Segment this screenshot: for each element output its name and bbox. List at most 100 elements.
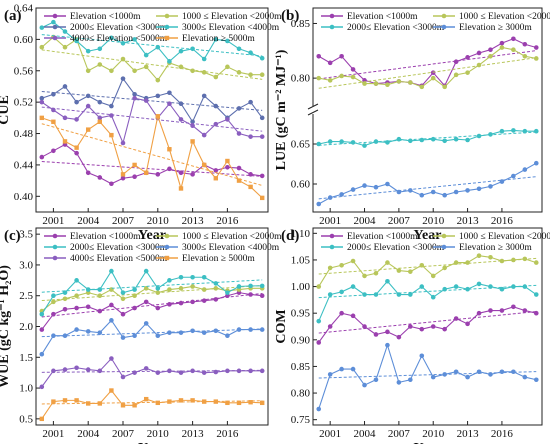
- data-point: [259, 283, 265, 289]
- data-point: [51, 368, 56, 374]
- data-point: [316, 201, 322, 207]
- data-point: [316, 75, 322, 81]
- legend-label: 1000 ≤ Elevation <2000m: [459, 12, 550, 22]
- data-point: [442, 265, 447, 271]
- y-tick-label: 0.56: [14, 65, 34, 77]
- data-point: [327, 195, 333, 200]
- data-point: [396, 268, 402, 273]
- legend-label: Elevation ≥ 5000m: [182, 254, 255, 264]
- data-point: [442, 138, 447, 144]
- data-point: [465, 260, 470, 265]
- x-tick-label: 2007: [112, 428, 135, 440]
- legend-entry: Elevation ≥ 3000m: [433, 243, 532, 253]
- y-tick-label: 0.5: [19, 413, 33, 425]
- data-point: [408, 377, 413, 383]
- x-tick-label: 2007: [388, 215, 411, 227]
- legend-label: Elevation ≥ 3000m: [459, 23, 532, 33]
- trend-line: [318, 50, 537, 80]
- legend-swatch-marker: [52, 244, 58, 250]
- data-point: [373, 270, 379, 276]
- legend-entry: Elevation <1000m: [44, 232, 141, 242]
- data-point: [155, 333, 161, 339]
- series: [316, 304, 539, 345]
- chart-panel: 2001 2004 2007 2010 2013 2016 0.40 0.44 0.48 0.52…: [0, 3, 282, 244]
- y-tick-label: 0.95: [291, 308, 311, 320]
- data-point: [167, 101, 172, 107]
- data-point: [97, 401, 102, 406]
- data-point: [167, 302, 172, 307]
- data-point: [213, 297, 219, 302]
- x-axis-label: Year: [138, 441, 166, 444]
- data-point: [522, 53, 528, 59]
- data-point: [178, 186, 184, 191]
- series-line: [41, 357, 263, 388]
- y-tick-label: 1.0: [19, 383, 33, 395]
- data-point: [132, 37, 137, 42]
- legend-entry: Elevation <1000m: [321, 12, 418, 22]
- legend-swatch-marker: [441, 233, 447, 239]
- data-point: [62, 333, 68, 339]
- series: [39, 142, 265, 187]
- legend-label: 4000≤ Elevation <5000m: [70, 254, 168, 264]
- data-point: [248, 72, 253, 77]
- y-tick-label: 0.80: [291, 73, 311, 85]
- legend-label: 1000 ≤ Elevation <2000m: [182, 12, 282, 22]
- data-point: [201, 287, 207, 292]
- series: [39, 76, 265, 125]
- data-point: [213, 328, 219, 334]
- data-point: [97, 175, 103, 180]
- data-point: [316, 318, 322, 324]
- data-point: [109, 68, 114, 74]
- series: [316, 36, 539, 89]
- data-point: [248, 172, 253, 177]
- data-point: [362, 81, 367, 86]
- data-point: [190, 139, 195, 144]
- data-point: [213, 103, 219, 109]
- data-point: [39, 95, 45, 101]
- legend-label: Elevation <1000m: [347, 232, 418, 242]
- data-point: [51, 119, 56, 124]
- data-point: [39, 25, 45, 30]
- data-point: [327, 139, 333, 144]
- data-point: [430, 273, 436, 279]
- legend-entry: 2000≤ Elevation <3000m: [321, 23, 445, 33]
- data-point: [178, 300, 184, 306]
- x-tick-label: 2013: [182, 428, 205, 440]
- data-point: [362, 292, 367, 297]
- data-point: [155, 370, 161, 375]
- panel-tag: (a): [4, 8, 22, 24]
- x-tick-label: 2001: [319, 215, 341, 227]
- data-point: [178, 101, 184, 107]
- legend-label: 1000 ≤ Elevation <2000m: [182, 232, 282, 242]
- data-point: [442, 192, 447, 198]
- data-point: [85, 103, 91, 109]
- data-point: [408, 188, 413, 193]
- data-point: [109, 103, 114, 109]
- data-point: [155, 305, 161, 311]
- legend-label: 2000≤ Elevation <3000m: [347, 243, 445, 253]
- x-tick-label: 2010: [422, 215, 445, 227]
- series-line: [41, 114, 263, 199]
- y-tick-label: 0.90: [291, 334, 311, 346]
- data-point: [350, 313, 356, 319]
- data-point: [453, 189, 459, 195]
- data-point: [201, 330, 207, 335]
- data-point: [51, 19, 56, 25]
- data-point: [236, 131, 242, 136]
- data-point: [316, 141, 322, 147]
- data-point: [430, 136, 436, 142]
- data-point: [236, 400, 242, 406]
- data-point: [442, 286, 447, 292]
- trend-line: [318, 176, 537, 200]
- data-point: [85, 304, 91, 310]
- y-tick-label: 0.60: [14, 34, 34, 46]
- data-point: [120, 335, 126, 340]
- data-point: [120, 172, 126, 177]
- data-point: [178, 398, 184, 403]
- x-tick-label: 2016: [216, 215, 239, 227]
- data-point: [259, 368, 265, 374]
- x-tick-label: 2001: [319, 428, 341, 440]
- data-point: [178, 330, 184, 335]
- data-point: [74, 38, 79, 44]
- data-point: [339, 310, 344, 316]
